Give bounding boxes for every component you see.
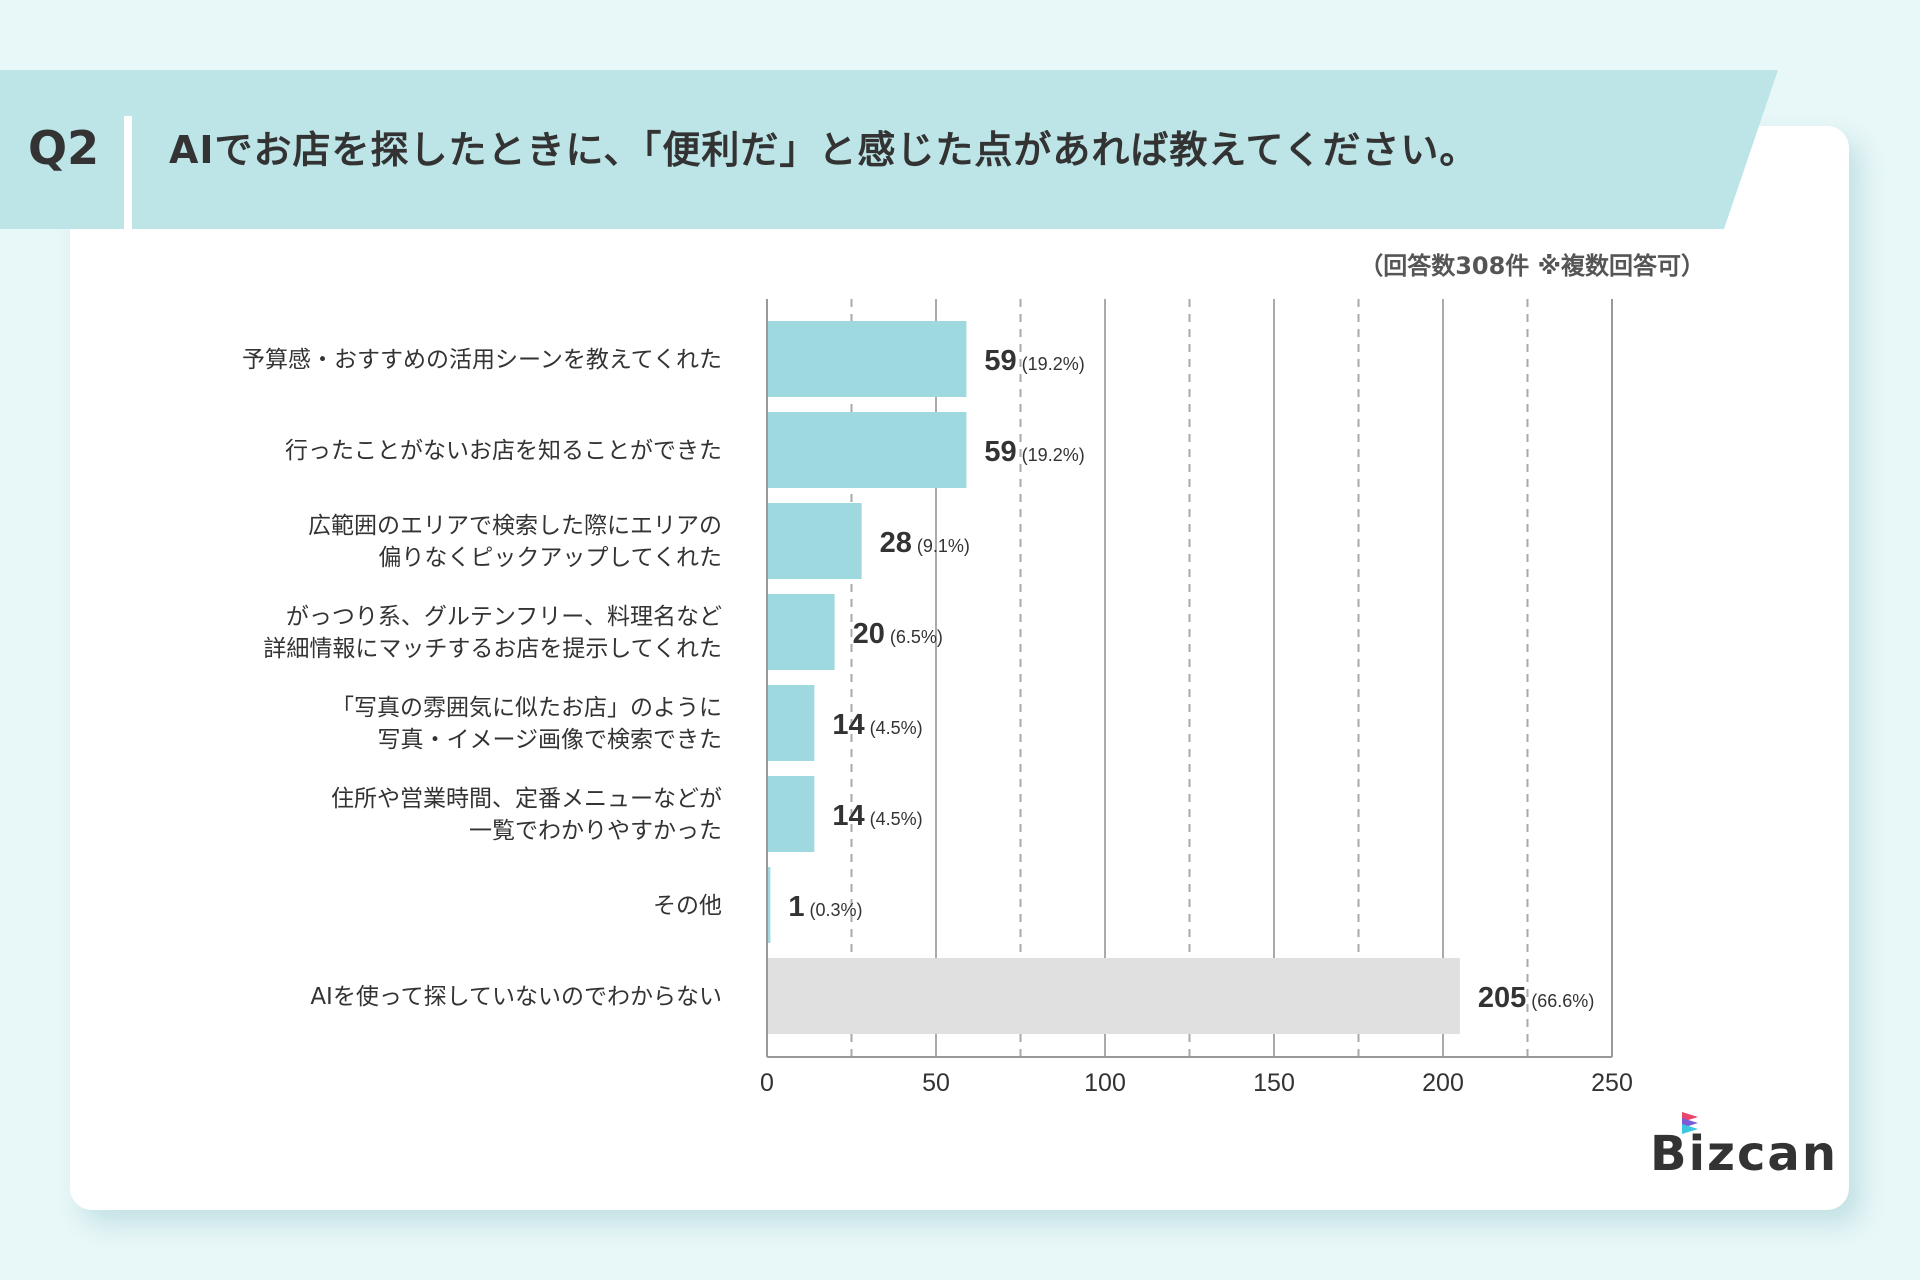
bizcan-logo: Bizcan bbox=[1650, 1112, 1836, 1182]
value-number: 59 bbox=[984, 345, 1016, 377]
category-label: 広範囲のエリアで検索した際にエリアの bbox=[308, 513, 722, 539]
x-tick-label: 100 bbox=[1084, 1069, 1126, 1097]
value-label: 205 (66.6%) bbox=[1478, 982, 1594, 1014]
question-banner bbox=[0, 70, 1778, 229]
x-tick-label: 50 bbox=[922, 1069, 950, 1097]
category-label: 一覧でわかりやすかった bbox=[469, 818, 722, 844]
bar bbox=[767, 503, 862, 579]
value-label: 1 (0.3%) bbox=[788, 891, 862, 923]
category-label: がっつり系、グルテンフリー、料理名など bbox=[286, 604, 722, 630]
x-tick-label: 250 bbox=[1591, 1069, 1633, 1097]
category-label: その他 bbox=[653, 893, 722, 919]
value-label: 14 (4.5%) bbox=[832, 709, 922, 741]
value-number: 14 bbox=[832, 709, 864, 741]
bar bbox=[767, 685, 815, 761]
percent-label: (9.1%) bbox=[912, 536, 970, 556]
logo-text: Bizcan bbox=[1650, 1126, 1838, 1182]
value-number: 20 bbox=[853, 618, 885, 650]
category-label: 予算感・おすすめの活用シーンを教えてくれた bbox=[242, 347, 722, 373]
value-label: 59 (19.2%) bbox=[984, 345, 1084, 377]
question-number: Q2 bbox=[28, 121, 100, 175]
percent-label: (19.2%) bbox=[1017, 445, 1085, 465]
category-label: 偏りなくピックアップしてくれた bbox=[378, 545, 722, 571]
value-number: 14 bbox=[832, 800, 864, 832]
category-label: 住所や営業時間、定番メニューなどが bbox=[331, 786, 722, 812]
response-count-note: （回答数308件 ※複数回答可） bbox=[1359, 252, 1705, 280]
value-number: 28 bbox=[880, 527, 912, 559]
value-label: 20 (6.5%) bbox=[853, 618, 943, 650]
category-label: 「写真の雰囲気に似たお店」のように bbox=[331, 695, 722, 721]
bar bbox=[767, 958, 1460, 1034]
bar bbox=[767, 412, 967, 488]
percent-label: (4.5%) bbox=[865, 718, 923, 738]
bar bbox=[767, 776, 815, 852]
percent-label: (19.2%) bbox=[1017, 354, 1085, 374]
category-label: AIを使って探していないのでわからない bbox=[310, 984, 722, 1010]
category-label: 行ったことがないお店を知ることができた bbox=[285, 438, 722, 464]
value-number: 59 bbox=[984, 436, 1016, 468]
banner-divider bbox=[124, 116, 132, 229]
x-tick-label: 150 bbox=[1253, 1069, 1295, 1097]
bar bbox=[767, 867, 771, 943]
x-tick-label: 0 bbox=[760, 1069, 774, 1097]
value-label: 14 (4.5%) bbox=[832, 800, 922, 832]
x-tick-label: 200 bbox=[1422, 1069, 1464, 1097]
logo-mark-icon bbox=[1682, 1112, 1698, 1134]
value-number: 205 bbox=[1478, 982, 1526, 1014]
percent-label: (66.6%) bbox=[1526, 991, 1594, 1011]
value-label: 59 (19.2%) bbox=[984, 436, 1084, 468]
bar bbox=[767, 594, 835, 670]
category-label: 写真・イメージ画像で検索できた bbox=[377, 727, 722, 753]
percent-label: (4.5%) bbox=[865, 809, 923, 829]
bar bbox=[767, 321, 967, 397]
percent-label: (0.3%) bbox=[805, 900, 863, 920]
value-label: 28 (9.1%) bbox=[880, 527, 970, 559]
percent-label: (6.5%) bbox=[885, 627, 943, 647]
value-number: 1 bbox=[788, 891, 804, 923]
question-title: AIでお店を探したときに、「便利だ」と感じた点があれば教えてください。 bbox=[169, 128, 1479, 172]
category-label: 詳細情報にマッチするお店を提示してくれた bbox=[263, 636, 722, 662]
